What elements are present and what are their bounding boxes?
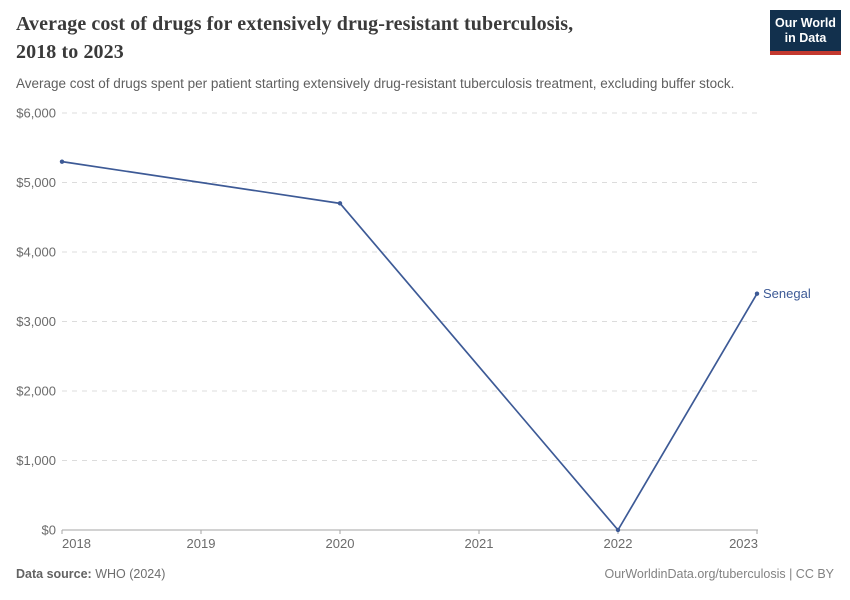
x-tick-label: 2020 <box>326 536 355 551</box>
owid-logo-line2: in Data <box>784 31 827 45</box>
series-line-senegal <box>61 160 758 531</box>
x-tick-label: 2023 <box>729 536 758 551</box>
x-tick-label: 2019 <box>187 536 216 551</box>
y-tick-label: $5,000 <box>16 175 56 190</box>
owid-logo-line1: Our World <box>775 16 836 30</box>
credit-link: OurWorldinData.org/tuberculosis | CC BY <box>604 567 835 581</box>
chart-footer: Data source: WHO (2024) OurWorldinData.o… <box>16 567 834 581</box>
data-point-marker <box>754 291 760 296</box>
owid-logo-red-bar <box>770 51 841 55</box>
chart-subtitle: Average cost of drugs spent per patient … <box>16 76 735 91</box>
data-source-value: WHO (2024) <box>91 567 166 581</box>
title-line-1: Average cost of drugs for extensively dr… <box>16 13 574 35</box>
series-end-label: Senegal <box>763 286 811 301</box>
y-tick-label: $0 <box>42 523 56 538</box>
y-tick-label: $2,000 <box>16 384 56 399</box>
page-title: Average cost of drugs for extensively dr… <box>16 10 736 66</box>
y-tick-label: $6,000 <box>16 106 56 121</box>
owid-logo-box: Our World in Data <box>770 10 841 51</box>
owid-logo: Our World in Data <box>770 10 841 55</box>
y-tick-label: $4,000 <box>16 245 56 260</box>
y-tick-label: $1,000 <box>16 453 56 468</box>
title-line-2: 2018 to 2023 <box>16 41 124 63</box>
data-source-label: Data source: <box>16 567 92 581</box>
data-point-marker <box>337 201 343 206</box>
data-point-marker <box>615 527 621 533</box>
y-tick-label: $3,000 <box>16 314 56 329</box>
x-tick-label: 2018 <box>62 536 91 551</box>
x-tick-label: 2021 <box>465 536 494 551</box>
x-tick-label: 2022 <box>604 536 633 551</box>
data-point-marker <box>59 159 65 164</box>
data-source-note: Data source: WHO (2024) <box>16 567 165 581</box>
